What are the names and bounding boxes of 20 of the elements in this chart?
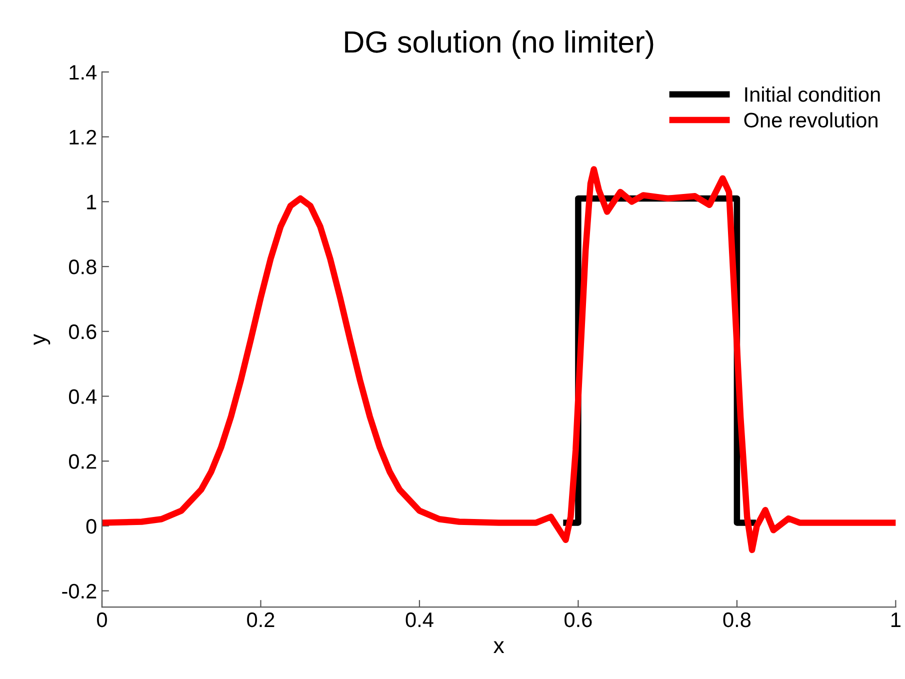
x-axis-title: x [494, 641, 504, 653]
x-tick-label: 0.6 [564, 612, 592, 628]
y-tick-label: 0 [86, 518, 96, 534]
x-tick-label: 0 [97, 612, 107, 628]
x-tick-label: 1 [891, 612, 900, 627]
y-tick-label: 0.8 [68, 260, 96, 274]
y-axis-title: y [34, 334, 50, 345]
y-tick-label: -0.2 [62, 584, 96, 599]
legend-label: One revolution [744, 112, 878, 128]
x-tick-label: 0.8 [723, 612, 751, 628]
y-tick-label: 1.2 [70, 130, 96, 144]
x-tick-label: 0.2 [247, 612, 274, 628]
y-tick-label: 0.4 [68, 389, 97, 404]
legend-label: Initial condition [745, 86, 880, 102]
y-tick-label: 0.6 [68, 324, 96, 340]
y-tick-label: 0.2 [68, 454, 96, 469]
chart-title: DG solution (no limiter) [345, 30, 654, 59]
y-tick-label: 1 [87, 194, 96, 210]
y-tick-label: 1.4 [70, 65, 97, 80]
x-tick-label: 0.4 [406, 612, 434, 628]
